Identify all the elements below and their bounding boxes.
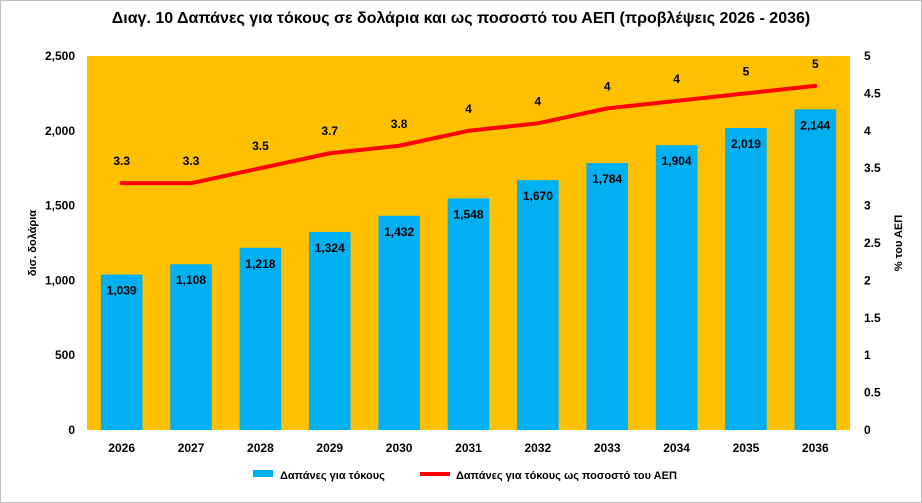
y2-tick-label: 2.5	[864, 236, 881, 250]
bar-label-2032: 1,670	[523, 189, 553, 203]
line-label-2032: 4	[535, 94, 542, 108]
bar-2026	[100, 274, 143, 430]
line-label-2034: 4	[673, 72, 680, 86]
x-tick-label: 2035	[733, 441, 760, 455]
x-tick-label: 2026	[108, 441, 135, 455]
line-label-2029: 3.7	[321, 124, 338, 138]
legend-line-label: Δαπάνες για τόκους ως ποσοστό του ΑΕΠ	[456, 470, 677, 482]
bar-2036	[794, 109, 837, 430]
y2-tick-label: 3	[864, 199, 871, 213]
y2-tick-label: 4	[864, 124, 871, 138]
bar-2027	[170, 264, 212, 430]
y2-axis-label: % του ΑΕΠ	[893, 215, 905, 271]
y-tick-label: 0	[68, 423, 75, 437]
x-tick-label: 2032	[525, 441, 552, 455]
y2-tick-label: 4.5	[864, 86, 881, 100]
x-tick-label: 2027	[178, 441, 205, 455]
y-tick-label: 1,500	[45, 199, 75, 213]
bar-label-2027: 1,108	[176, 273, 206, 287]
x-tick-label: 2031	[455, 441, 482, 455]
right-axis-ticks: 0 0.5 1 1.5 2 2.5 3 3.5 4 4.5 5	[864, 49, 881, 437]
bar-label-2035: 2,019	[731, 137, 761, 151]
bar-label-2030: 1,432	[384, 225, 414, 239]
bar-label-2028: 1,218	[245, 257, 275, 271]
y-tick-label: 1,000	[45, 273, 75, 287]
bar-label-2034: 1,904	[662, 154, 692, 168]
y2-tick-label: 1.5	[864, 311, 881, 325]
y2-tick-label: 2	[864, 273, 871, 287]
bar-labels: 1,039 1,108 1,218 1,324 1,432 1,548 1,670 1,784…	[107, 118, 831, 297]
legend: Δαπάνες για τόκους Δαπάνες για τόκους ως…	[253, 470, 677, 482]
bar-label-2036: 2,144	[800, 118, 830, 132]
legend-bar-swatch	[253, 470, 273, 477]
bar-series	[100, 109, 837, 431]
line-label-2028: 3.5	[252, 139, 269, 153]
y2-tick-label: 0.5	[864, 386, 881, 400]
x-tick-label: 2030	[386, 441, 413, 455]
y-tick-label: 2,500	[45, 49, 75, 63]
bar-2029	[308, 231, 351, 430]
bar-2033	[586, 163, 629, 431]
bar-label-2029: 1,324	[315, 241, 345, 255]
line-label-2030: 3.8	[391, 117, 408, 131]
bar-2030	[378, 215, 420, 430]
bar-2031	[447, 198, 490, 430]
line-label-2031: 4	[465, 102, 472, 116]
y2-tick-label: 1	[864, 348, 871, 362]
x-tick-label: 2028	[247, 441, 274, 455]
y2-tick-label: 3.5	[864, 161, 881, 175]
y-axis-label: δισ. δολάρια	[27, 210, 39, 276]
bar-2035	[725, 127, 767, 430]
chart-title: Διαγ. 10 Δαπάνες για τόκους σε δολάρια κ…	[111, 10, 811, 27]
line-labels: 3.3 3.3 3.5 3.7 3.8 4 4 4 4 5 5	[113, 57, 819, 168]
line-label-2027: 3.3	[183, 154, 200, 168]
legend-bar-label: Δαπάνες για τόκους	[280, 470, 385, 482]
y2-tick-label: 5	[864, 49, 871, 63]
left-axis-ticks: 0 500 1,000 1,500 2,000 2,500	[45, 49, 75, 437]
x-tick-label: 2033	[594, 441, 621, 455]
line-label-2026: 3.3	[113, 154, 130, 168]
x-axis-ticks: 2026 2027 2028 2029 2030 2031 2032 2033 2034 2035…	[108, 441, 829, 455]
line-label-2036: 5	[812, 57, 819, 71]
line-label-2035: 5	[743, 64, 750, 78]
bar-2034	[655, 145, 698, 430]
bar-label-2033: 1,784	[592, 172, 622, 186]
y-tick-label: 2,000	[45, 124, 75, 138]
line-label-2033: 4	[604, 79, 611, 93]
y-tick-label: 500	[55, 348, 75, 362]
x-tick-label: 2029	[316, 441, 343, 455]
x-tick-label: 2034	[663, 441, 690, 455]
x-tick-label: 2036	[802, 441, 829, 455]
bar-2032	[517, 180, 559, 430]
bar-2028	[239, 247, 282, 430]
gdp-share-line	[119, 83, 818, 186]
y2-tick-label: 0	[864, 423, 871, 437]
bar-label-2026: 1,039	[107, 284, 137, 298]
bar-label-2031: 1,548	[453, 207, 483, 221]
